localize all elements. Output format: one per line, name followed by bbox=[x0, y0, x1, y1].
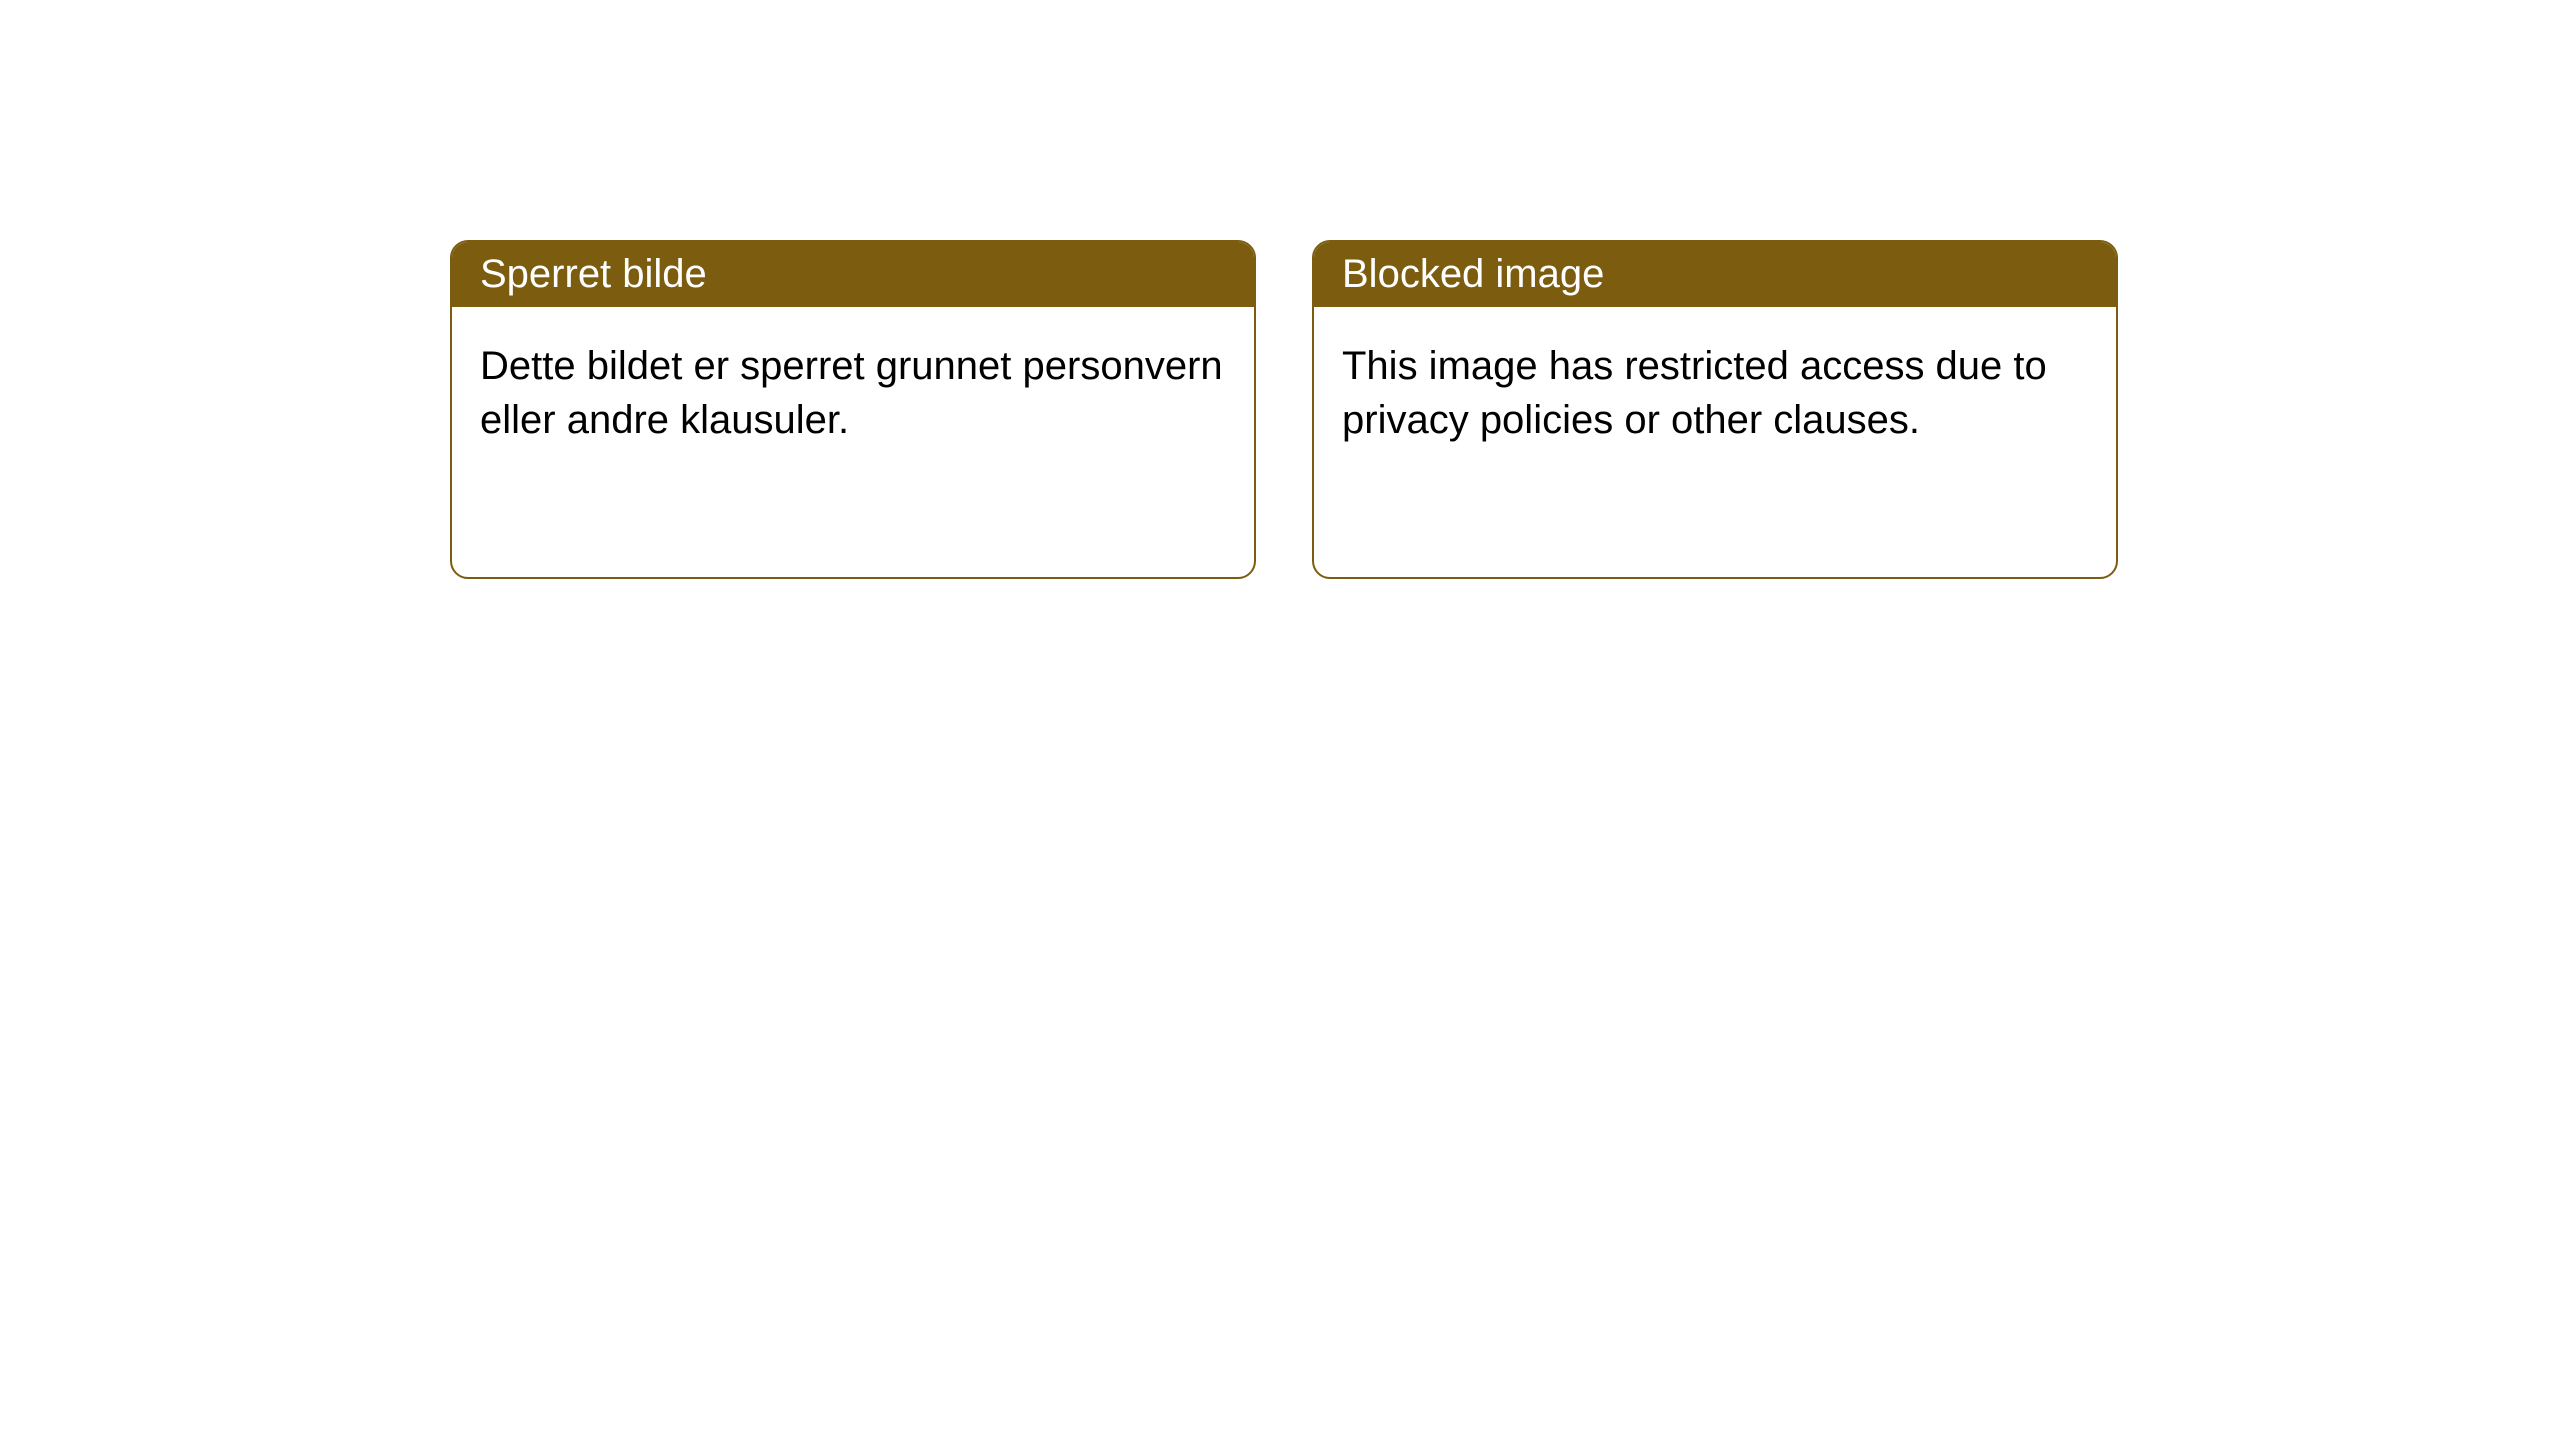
blocked-image-card-no: Sperret bilde Dette bildet er sperret gr… bbox=[450, 240, 1256, 579]
card-header-en: Blocked image bbox=[1314, 242, 2116, 307]
card-header-no: Sperret bilde bbox=[452, 242, 1254, 307]
blocked-image-card-en: Blocked image This image has restricted … bbox=[1312, 240, 2118, 579]
card-body-en: This image has restricted access due to … bbox=[1314, 307, 2116, 577]
cards-container: Sperret bilde Dette bildet er sperret gr… bbox=[450, 240, 2118, 579]
card-body-no: Dette bildet er sperret grunnet personve… bbox=[452, 307, 1254, 577]
